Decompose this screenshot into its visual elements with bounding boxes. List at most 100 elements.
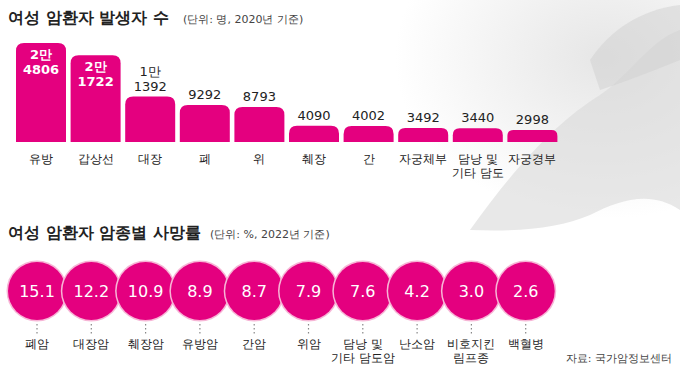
text-line: 1392: [134, 79, 167, 94]
text-line: 8793: [243, 89, 276, 104]
category-label: 대장암: [73, 337, 109, 351]
leader-line: [254, 324, 255, 336]
circle-halo: [61, 261, 122, 322]
chart-title: 여성 암환자 발생자 수: [8, 8, 169, 27]
data-label: 3492: [407, 110, 440, 125]
data-label: 4002: [352, 108, 385, 123]
bar-labels: 2만4806유방2만1722갑상선1만1392대장9292폐8793위4090췌…: [23, 47, 556, 180]
text-line: 2만: [30, 47, 52, 62]
data-label: 8.7: [241, 282, 266, 301]
baseline: [8, 142, 574, 143]
data-label: 7.6: [350, 282, 375, 301]
chart-canvas: 여성 암환자 발생자 수(단위: 명, 2020년 기준)2만4806유방2만1…: [0, 0, 680, 371]
text-line: 4002: [352, 108, 385, 123]
bar: [344, 126, 394, 142]
text-line: 2만: [85, 59, 107, 74]
circle-halo: [332, 261, 393, 322]
category-label: 위: [253, 152, 265, 166]
text-line: 난소암: [399, 337, 435, 351]
leader-line: [471, 324, 472, 336]
text-line: 폐암: [25, 337, 49, 351]
category-label: 위암: [297, 337, 321, 351]
bar: [125, 97, 175, 142]
text-line: 대장: [138, 152, 162, 166]
category-label: 폐: [199, 152, 211, 166]
leader-line: [308, 324, 309, 336]
photo-background: [380, 0, 680, 230]
text-line: 비호지킨: [447, 337, 495, 351]
text-line: 유방암: [182, 337, 218, 351]
circle-halo: [224, 261, 285, 322]
text-line: 기타 담도: [452, 166, 504, 180]
bars: [16, 43, 557, 142]
bar: [180, 105, 230, 142]
leader-line: [525, 324, 526, 336]
data-label: 1만1392: [134, 64, 167, 94]
text-line: 갑상선: [78, 152, 114, 166]
circle-halo: [441, 261, 502, 322]
circles: [7, 261, 557, 337]
circle-mark: [334, 262, 392, 320]
arm-shape: [590, 5, 680, 90]
bar: [16, 43, 66, 142]
data-label: 3.0: [459, 282, 484, 301]
text-line: 위: [253, 152, 265, 166]
bar: [234, 107, 284, 142]
text-line: 유방: [29, 152, 53, 166]
data-label: 12.2: [73, 282, 109, 301]
category-label: 폐암: [25, 337, 49, 351]
text-line: 1만: [140, 64, 161, 79]
page: {"chart_data": [ {"type": "bar", "title"…: [0, 0, 680, 371]
text-line: 4806: [23, 62, 59, 77]
category-label: 간암: [242, 337, 266, 351]
data-label: 4.2: [404, 282, 429, 301]
circle-mark: [225, 262, 283, 320]
circle-mark: [442, 262, 500, 320]
circle-halo: [495, 261, 556, 322]
category-label: 백혈병: [508, 337, 544, 351]
data-label: 2998: [516, 112, 549, 127]
text-line: 림프종: [453, 351, 489, 365]
text-line: 3492: [407, 110, 440, 125]
text-line: 간암: [242, 337, 266, 351]
circle-labels: 15.1폐암12.2대장암10.9췌장암8.9유방암8.7간암7.9위암7.6담…: [19, 282, 544, 365]
circle-mark: [280, 262, 338, 320]
text-line: 대장암: [73, 337, 109, 351]
category-label: 담낭 및기타 담도: [452, 152, 504, 180]
category-label: 비호지킨림프종: [447, 337, 495, 365]
category-label: 유방: [29, 152, 53, 166]
text-line: 1722: [78, 74, 114, 89]
text-line: 폐: [199, 152, 211, 166]
leader-line: [417, 324, 418, 336]
bar: [71, 55, 121, 142]
chart-title: 여성 암환자 암종별 사망률: [8, 223, 201, 242]
text-line: 자궁경부: [508, 152, 556, 166]
data-label: 8793: [243, 89, 276, 104]
bar: [507, 130, 557, 142]
leader-line: [145, 324, 146, 336]
data-label: 15.1: [19, 282, 55, 301]
circle-halo: [278, 261, 339, 322]
category-label: 췌장암: [128, 337, 164, 351]
category-label: 자궁경부: [508, 152, 556, 166]
circle-mark: [497, 262, 555, 320]
data-label: 2만4806: [23, 47, 59, 77]
category-label: 난소암: [399, 337, 435, 351]
text-line: 4090: [297, 108, 330, 123]
circle-mark: [171, 262, 229, 320]
leader-line: [362, 324, 363, 336]
text-line: 담낭 및: [458, 152, 498, 166]
text-line: 백혈병: [508, 337, 544, 351]
circle-halo: [115, 261, 176, 322]
data-label: 10.9: [128, 282, 164, 301]
text-line: 췌장암: [128, 337, 164, 351]
leader-line: [36, 324, 37, 336]
text-line: 담낭 및: [343, 337, 383, 351]
category-label: 췌장: [302, 152, 326, 166]
data-label: 9292: [188, 87, 221, 102]
circle-mark: [62, 262, 120, 320]
circle-mark: [388, 262, 446, 320]
category-label: 유방암: [182, 337, 218, 351]
text-line: 2998: [516, 112, 549, 127]
data-label: 8.9: [187, 282, 212, 301]
